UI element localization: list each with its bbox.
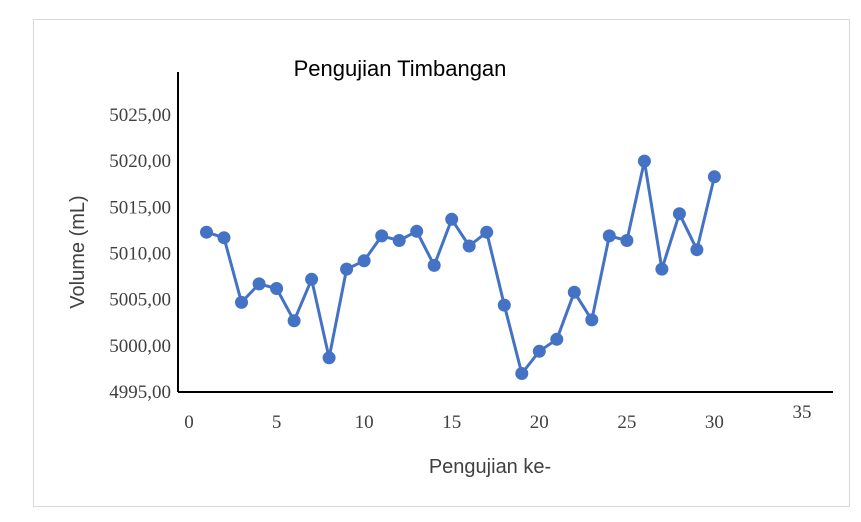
data-point — [375, 229, 389, 243]
x-tick-label: 0 — [184, 412, 194, 433]
data-point — [427, 258, 441, 272]
x-tick-label: 35 — [793, 402, 812, 423]
y-tick-label: 4995,00 — [109, 382, 171, 403]
data-point — [585, 313, 599, 327]
data-point — [672, 207, 686, 221]
y-tick-label: 5015,00 — [109, 197, 171, 218]
data-point — [550, 332, 564, 346]
data-point — [532, 344, 546, 358]
data-point — [252, 277, 266, 291]
data-point — [515, 367, 529, 380]
data-point — [340, 262, 354, 276]
data-point — [217, 231, 231, 245]
y-tick-label: 5025,00 — [109, 105, 171, 126]
data-point — [270, 282, 284, 295]
y-tick-label: 5000,00 — [109, 336, 171, 357]
x-axis-label: Pengujian ke- — [429, 456, 551, 478]
x-ticks: 0 5 10 15 20 25 30 35 — [184, 402, 811, 433]
chart-area — [33, 19, 850, 507]
data-point — [655, 262, 669, 276]
data-point — [305, 272, 319, 286]
x-tick-label: 5 — [272, 412, 282, 433]
x-tick-label: 30 — [705, 412, 724, 433]
data-point — [287, 314, 301, 328]
data-point — [497, 298, 511, 312]
data-point — [567, 285, 581, 299]
data-point — [235, 295, 248, 309]
data-point — [445, 212, 459, 226]
x-tick-label: 10 — [355, 412, 374, 433]
data-point — [462, 239, 476, 253]
data-point — [322, 351, 336, 365]
data-point — [410, 224, 424, 238]
data-points — [200, 154, 721, 380]
data-point — [357, 254, 371, 268]
data-point — [200, 225, 213, 239]
y-ticks: 4995,00 5000,00 5005,00 5010,00 5015,00 5020,… — [109, 105, 171, 403]
data-point — [707, 170, 721, 184]
chart-title: Pengujian Timbangan — [294, 56, 507, 81]
data-point — [480, 225, 494, 239]
data-point — [637, 154, 651, 168]
data-point — [690, 243, 704, 257]
y-tick-label: 5010,00 — [109, 244, 171, 265]
y-axis-label: Volume (mL) — [67, 195, 89, 308]
series-line — [206, 159, 716, 375]
y-tick-label: 5005,00 — [109, 290, 171, 311]
x-tick-label: 20 — [530, 412, 549, 433]
data-point — [602, 229, 616, 243]
data-point — [620, 234, 634, 247]
x-tick-label: 25 — [617, 412, 636, 433]
x-tick-label: 15 — [442, 412, 461, 433]
y-tick-label: 5020,00 — [109, 151, 171, 172]
data-point — [392, 234, 406, 247]
